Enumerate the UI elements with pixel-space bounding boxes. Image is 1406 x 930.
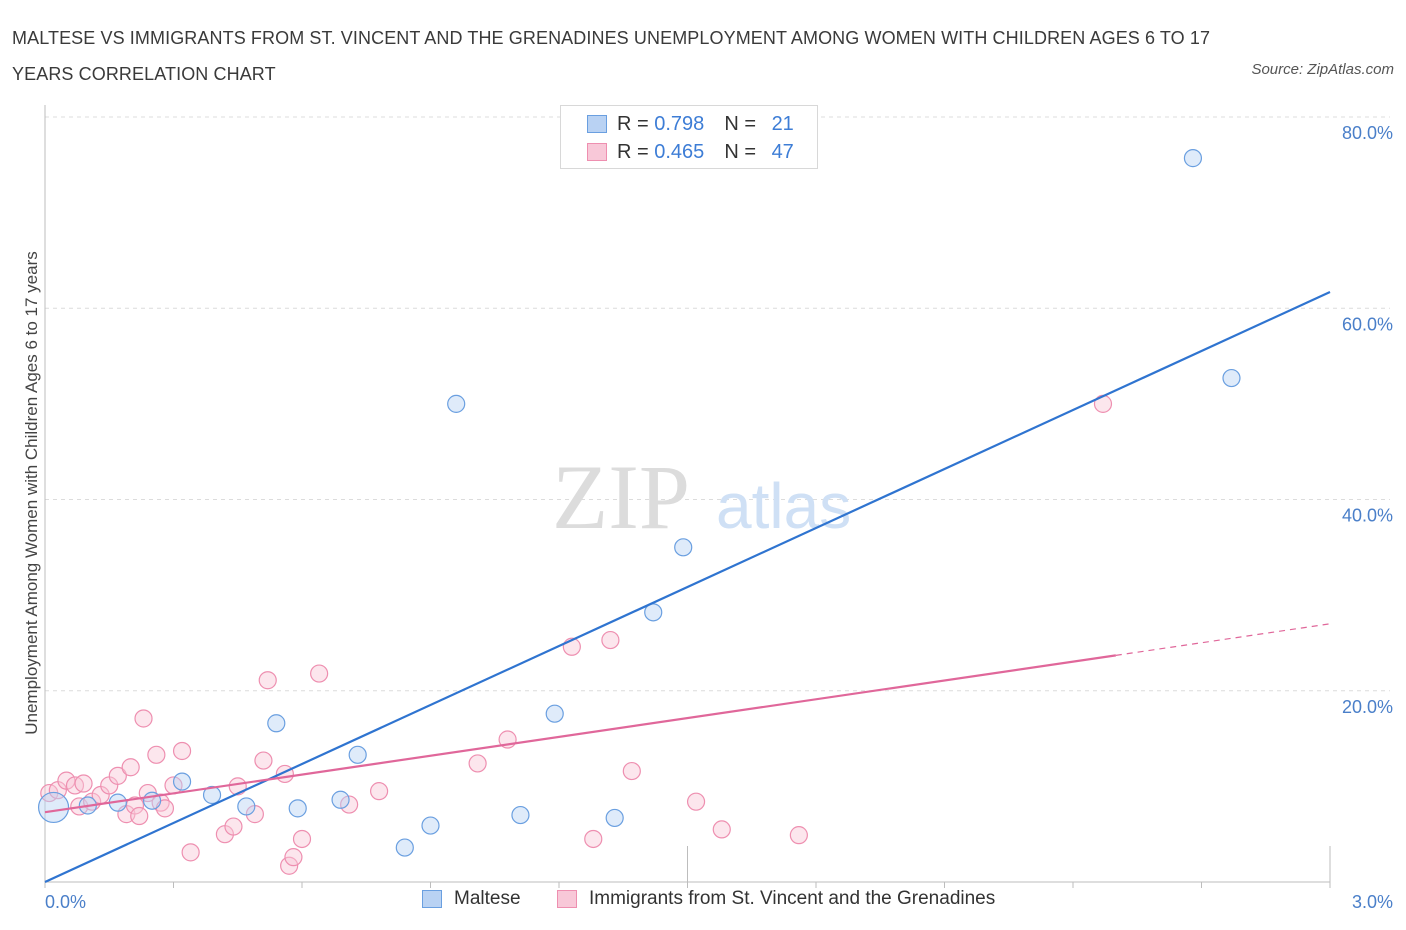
maltese-trend-line <box>44 290 1331 883</box>
maltese-data-point <box>202 785 222 805</box>
maltese-data-point <box>395 838 414 857</box>
svg-imm-data-point <box>468 754 487 773</box>
chart-title: MALTESE VS IMMIGRANTS FROM ST. VINCENT A… <box>12 28 1211 84</box>
r-value: 0.798 <box>654 112 705 135</box>
source-label: Source: ZipAtlas.com <box>1251 61 1394 78</box>
trend-lines <box>44 290 1331 883</box>
x-tick-labels: 0.0% 3.0% <box>45 892 1393 912</box>
maltese-data-point <box>674 538 693 557</box>
stats-legend-row-maltese: R = 0.798 N = 21 <box>587 112 794 136</box>
y-tick-label: 40.0% <box>1342 506 1393 526</box>
y-tick-label: 80.0% <box>1342 123 1393 143</box>
series-svg-imm-points <box>40 394 1113 875</box>
maltese-data-point <box>421 816 440 835</box>
maltese-data-point <box>1222 368 1241 388</box>
n-label: N = <box>724 112 762 135</box>
svg-imm-trend-line <box>44 654 1116 814</box>
maltese-data-point <box>331 790 350 809</box>
legend-label-maltese: Maltese <box>454 888 521 909</box>
watermark-atlas: atlas <box>716 470 851 542</box>
svg-imm-data-point <box>130 806 149 826</box>
legend-item-svg-imm: Immigrants from St. Vincent and the Gren… <box>557 888 995 910</box>
legend-item-maltese: Maltese <box>422 888 521 910</box>
svg-imm-data-point <box>181 843 200 862</box>
stats-legend: R = 0.798 N = 21 R = 0.465 N = 47 <box>560 105 818 169</box>
maltese-data-point <box>267 714 286 733</box>
n-value: 47 <box>771 140 794 163</box>
watermark-zip: ZIP <box>552 446 690 548</box>
svg-imm-data-point <box>280 856 299 875</box>
maltese-swatch <box>422 890 442 908</box>
svg-imm-data-point <box>712 820 731 839</box>
svg-imm-data-point <box>789 826 808 845</box>
series-legend: Maltese Immigrants from St. Vincent and … <box>0 888 1406 916</box>
n-label: N = <box>724 140 762 163</box>
maltese-data-point <box>172 772 192 791</box>
y-tick-label: 20.0% <box>1342 697 1393 717</box>
svg-imm-data-point <box>108 766 127 785</box>
svg-imm-data-point <box>258 671 277 690</box>
maltese-data-point <box>348 745 367 764</box>
svg-imm-data-point <box>686 792 706 811</box>
svg-imm-data-point <box>134 709 153 728</box>
svg-imm-data-point <box>147 745 166 764</box>
maltese-data-point <box>447 394 466 413</box>
maltese-data-point <box>511 805 530 825</box>
y-tick-label: 60.0% <box>1342 314 1393 334</box>
svg-imm-data-point <box>121 758 140 777</box>
y-axis-label: Unemployment Among Women with Children A… <box>22 251 41 735</box>
maltese-data-point <box>545 704 564 723</box>
maltese-data-point <box>605 808 624 828</box>
maltese-data-point <box>37 791 70 824</box>
watermark: ZIP atlas <box>552 446 851 548</box>
r-label: R = <box>617 140 655 163</box>
svg-imm-data-point <box>622 761 641 781</box>
svg-imm-data-point <box>310 664 329 683</box>
n-value: 21 <box>771 112 794 135</box>
x-tick-label: 0.0% <box>45 892 86 912</box>
svg-imm-data-point <box>254 751 273 770</box>
svg-imm-data-point <box>224 817 243 836</box>
y-tick-labels: 20.0% 40.0% 60.0% 80.0% <box>1342 123 1393 717</box>
stats-legend-row-svg-imm: R = 0.465 N = 47 <box>587 140 794 164</box>
grid-lines <box>45 116 1390 692</box>
maltese-data-point <box>237 797 256 816</box>
maltese-swatch <box>587 115 607 133</box>
axes <box>44 105 1331 888</box>
svg-imm-data-point <box>284 848 303 867</box>
svg-imm-data-point <box>74 774 93 793</box>
svg-imm-data-point <box>601 630 620 650</box>
svg-imm-data-point <box>584 829 603 849</box>
x-tick-label: 3.0% <box>1352 892 1393 912</box>
maltese-data-point <box>1183 149 1203 168</box>
svg-imm-data-point <box>340 795 359 814</box>
r-label: R = <box>617 112 655 135</box>
svg-imm-data-point <box>172 741 192 761</box>
legend-label-svg-imm: Immigrants from St. Vincent and the Gren… <box>589 888 996 909</box>
svg-imm-trend-extension <box>1115 623 1331 656</box>
svg-imm-swatch <box>587 143 607 161</box>
svg-imm-data-point <box>370 782 389 801</box>
svg-imm-swatch <box>557 890 577 908</box>
r-value: 0.465 <box>654 140 705 163</box>
svg-imm-data-point <box>292 829 312 849</box>
maltese-data-point <box>288 799 307 818</box>
